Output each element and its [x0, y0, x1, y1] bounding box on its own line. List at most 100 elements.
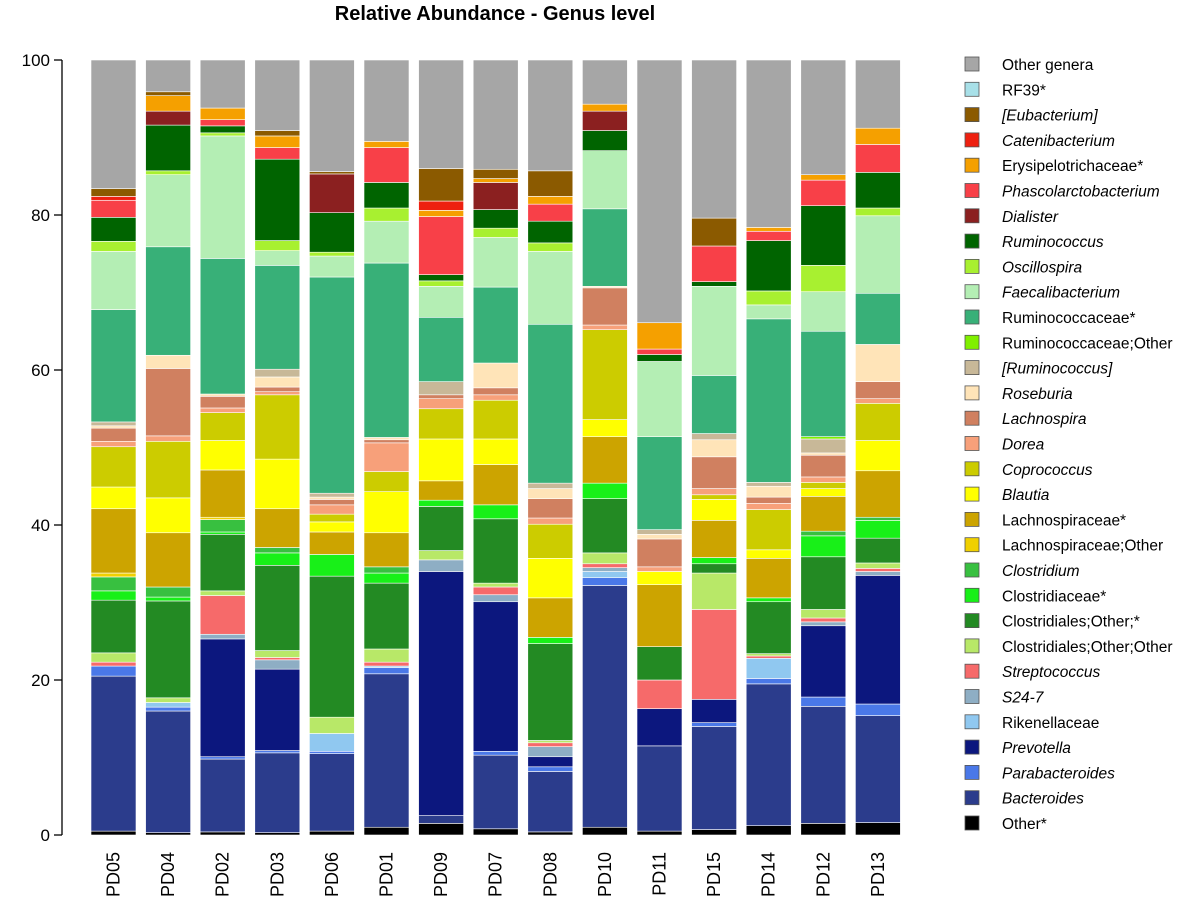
bar-segment: [254, 508, 301, 548]
legend-item: [Ruminococcus]: [964, 360, 1113, 378]
legend-item: Streptococcus: [964, 663, 1100, 681]
legend-swatch: [964, 537, 980, 553]
bar-segment: [363, 572, 410, 584]
bar-segment: [855, 127, 901, 145]
y-tick-label: 100: [22, 51, 50, 70]
legend-item: Roseburia: [964, 385, 1073, 403]
bar-segment: [855, 575, 901, 705]
legend-item: Lachnospira: [964, 410, 1087, 428]
bar-segment: [472, 594, 519, 603]
bar-segment: [309, 554, 355, 577]
bar-stack-pd10: [582, 59, 628, 836]
x-tick-label: PD01: [377, 852, 397, 897]
bar-segment: [855, 344, 901, 382]
bar-segment: [418, 394, 464, 399]
bar-segment: [145, 697, 191, 703]
legend-item: Erysipelotrichaceae*: [964, 157, 1143, 175]
bar-segment: [418, 316, 464, 382]
bar-segment: [145, 435, 191, 442]
bar-segment: [745, 482, 792, 487]
bar-segment: [363, 182, 410, 209]
bar-segment: [199, 125, 246, 134]
bar-segment: [418, 168, 464, 202]
bar-segment: [254, 376, 301, 388]
legend-item: Lachnospiraceae;Other: [964, 537, 1163, 555]
bar-segment: [582, 436, 628, 484]
bar-segment: [527, 766, 574, 772]
bar-segment: [855, 403, 901, 441]
bar-segment: [691, 726, 737, 830]
bar-segment: [309, 753, 355, 832]
bar-segment: [418, 559, 464, 572]
y-tick-label: 60: [31, 361, 50, 380]
legend-label: Clostridiales;Other;Other: [1002, 639, 1173, 656]
bar-segment: [309, 173, 355, 213]
legend-swatch: [964, 436, 980, 451]
bar-segment: [691, 499, 737, 521]
bar-segment: [855, 470, 901, 518]
bar-segment: [199, 633, 246, 640]
bar-segment: [800, 625, 847, 698]
bar-segment: [90, 251, 137, 310]
bar-segment: [90, 199, 137, 218]
bar-segment: [199, 831, 246, 836]
bar-segment: [90, 576, 137, 592]
bar-segment: [691, 59, 737, 219]
legend-label: Phascolarctobacterium: [1002, 184, 1160, 201]
bar-segment: [90, 652, 137, 663]
legend-swatch: [964, 284, 980, 300]
bar-segment: [800, 265, 847, 293]
bar-segment: [582, 571, 628, 578]
legend-item: Prevotella: [964, 739, 1071, 757]
bar-segment: [527, 643, 574, 741]
bar-segment: [636, 646, 683, 681]
bar-segment: [254, 130, 301, 137]
bar-segment: [363, 532, 410, 568]
legend-item: [Eubacterium]: [964, 107, 1098, 125]
bar-segment: [800, 535, 847, 558]
bar-segment: [309, 171, 355, 175]
legend-label: Catenibacterium: [1002, 133, 1115, 150]
bar-segment: [855, 703, 901, 716]
bar-stack-pd04: [145, 59, 191, 836]
bar-segment: [309, 575, 355, 718]
bar-segment: [855, 537, 901, 564]
bar-stack-pd11: [636, 59, 683, 836]
bar-segment: [800, 476, 847, 483]
x-tick-label: PD02: [213, 852, 233, 897]
bar-segment: [582, 552, 628, 565]
bar-segment: [363, 439, 410, 444]
bar-segment: [745, 657, 792, 679]
bar-segment: [254, 650, 301, 658]
bar-segment: [145, 95, 191, 112]
bar-segment: [418, 280, 464, 287]
bar-segment: [800, 609, 847, 619]
bar-segment: [855, 292, 901, 345]
bar-segment: [145, 532, 191, 588]
bar-segment: [254, 368, 301, 378]
bar-segment: [418, 823, 464, 836]
y-tick-label: 80: [31, 206, 50, 225]
y-tick-label: 0: [41, 826, 50, 845]
bar-segment: [472, 362, 519, 389]
bar-segment: [199, 107, 246, 120]
bar-segment: [199, 469, 246, 518]
bar-segment: [527, 482, 574, 489]
bar-segment: [691, 829, 737, 836]
legend-label: Streptococcus: [1002, 664, 1100, 681]
bar-segment: [472, 387, 519, 396]
legend-label: Lachnospira: [1002, 411, 1087, 428]
bar-segment: [199, 533, 246, 592]
bar-segment: [636, 538, 683, 568]
bar-segment: [363, 147, 410, 183]
x-tick-label: PD08: [540, 852, 560, 897]
legend-label: Dialister: [1002, 209, 1059, 226]
legend-swatch: [964, 815, 980, 831]
bar-segment: [472, 59, 519, 170]
legend-label: Clostridium: [1002, 563, 1080, 580]
bar-segment: [745, 230, 792, 241]
bar-segment: [309, 504, 355, 515]
bar-segment: [145, 170, 191, 175]
bar-segment: [582, 324, 628, 330]
bar-segment: [472, 182, 519, 210]
